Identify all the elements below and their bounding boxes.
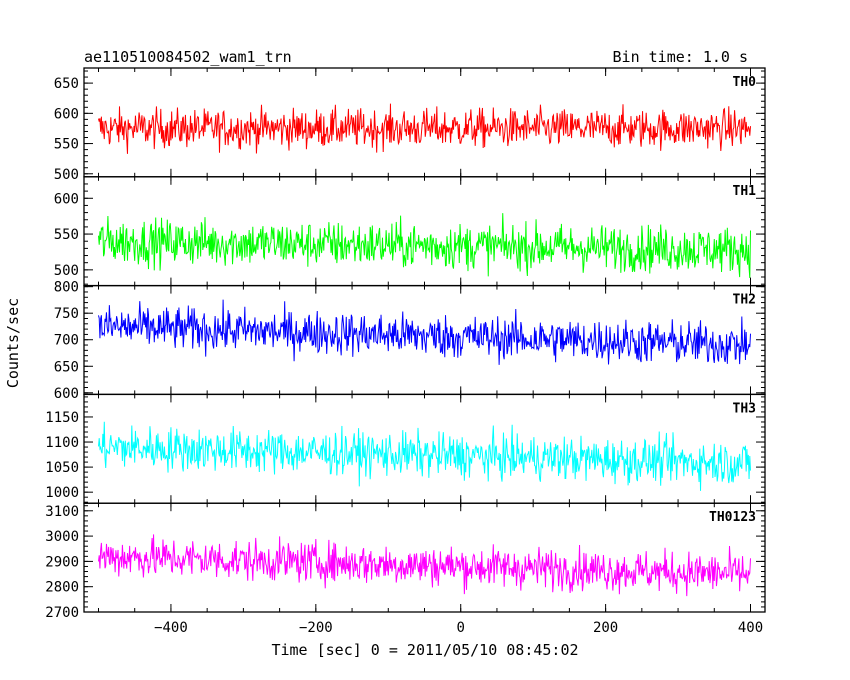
y-tick-label: 500 <box>54 263 79 279</box>
x-axis-label: Time [sec] 0 = 2011/05/10 08:45:02 <box>271 641 578 659</box>
y-tick-label: 2700 <box>45 605 79 621</box>
series-line-th2 <box>98 299 752 365</box>
panels-group: 500 550 600 650 TH0 500 550 600 TH1 600 650 700 750 8… <box>45 67 766 621</box>
chart-title: ae110510084502_wam1_trn <box>84 48 292 66</box>
x-tick-label: 0 <box>457 620 465 636</box>
y-tick-label: 2900 <box>45 554 79 570</box>
panel-th2: 600 650 700 750 800 TH2 <box>54 280 766 402</box>
y-tick-label: 650 <box>54 359 79 375</box>
x-tick-labels: −400 −200 0 200 400 <box>154 620 763 636</box>
y-tick-label: 600 <box>54 386 79 402</box>
y-tick-label: 650 <box>54 76 79 92</box>
panel-label: TH3 <box>733 401 756 416</box>
panel-label: TH2 <box>733 293 756 308</box>
y-tick-label: 550 <box>54 137 79 153</box>
panel-label: TH1 <box>733 184 757 199</box>
y-tick-label: 750 <box>54 306 79 322</box>
panel-th0: 500 550 600 650 TH0 <box>54 67 766 183</box>
y-tick-label: 1150 <box>45 410 79 426</box>
series-line-th0123 <box>97 534 752 597</box>
x-tick-label: −400 <box>154 620 188 636</box>
panel-label: TH0123 <box>709 510 756 525</box>
panel-th1: 500 550 600 TH1 <box>54 176 766 287</box>
y-tick-label: 550 <box>54 227 79 243</box>
panel-label: TH0 <box>733 75 757 90</box>
bin-time-label: Bin time: 1.0 s <box>613 48 748 66</box>
x-tick-label: −200 <box>299 620 333 636</box>
series-line-th0 <box>98 103 752 154</box>
y-tick-label: 2800 <box>45 580 79 596</box>
y-tick-label: 700 <box>54 333 79 349</box>
y-axis-label: Counts/sec <box>4 298 22 388</box>
panel-frame <box>83 176 766 287</box>
panel-th3: 1000 1050 1100 1150 TH3 <box>45 393 766 504</box>
x-tick-label: 400 <box>738 620 763 636</box>
panel-th0123: 2700 2800 2900 3000 3100 TH0123 <box>45 502 766 621</box>
x-tick-label: 200 <box>593 620 618 636</box>
y-tick-label: 600 <box>54 106 79 122</box>
y-tick-label: 1000 <box>45 485 79 501</box>
series-line-th1 <box>97 213 752 278</box>
y-tick-label: 800 <box>54 280 79 296</box>
y-tick-label: 600 <box>54 191 79 207</box>
series-line-th3 <box>97 421 752 491</box>
y-tick-label: 1100 <box>45 435 79 451</box>
y-tick-label: 500 <box>54 167 79 183</box>
y-tick-label: 3000 <box>45 529 79 545</box>
y-tick-label: 1050 <box>45 460 79 476</box>
y-tick-label: 3100 <box>45 504 79 520</box>
